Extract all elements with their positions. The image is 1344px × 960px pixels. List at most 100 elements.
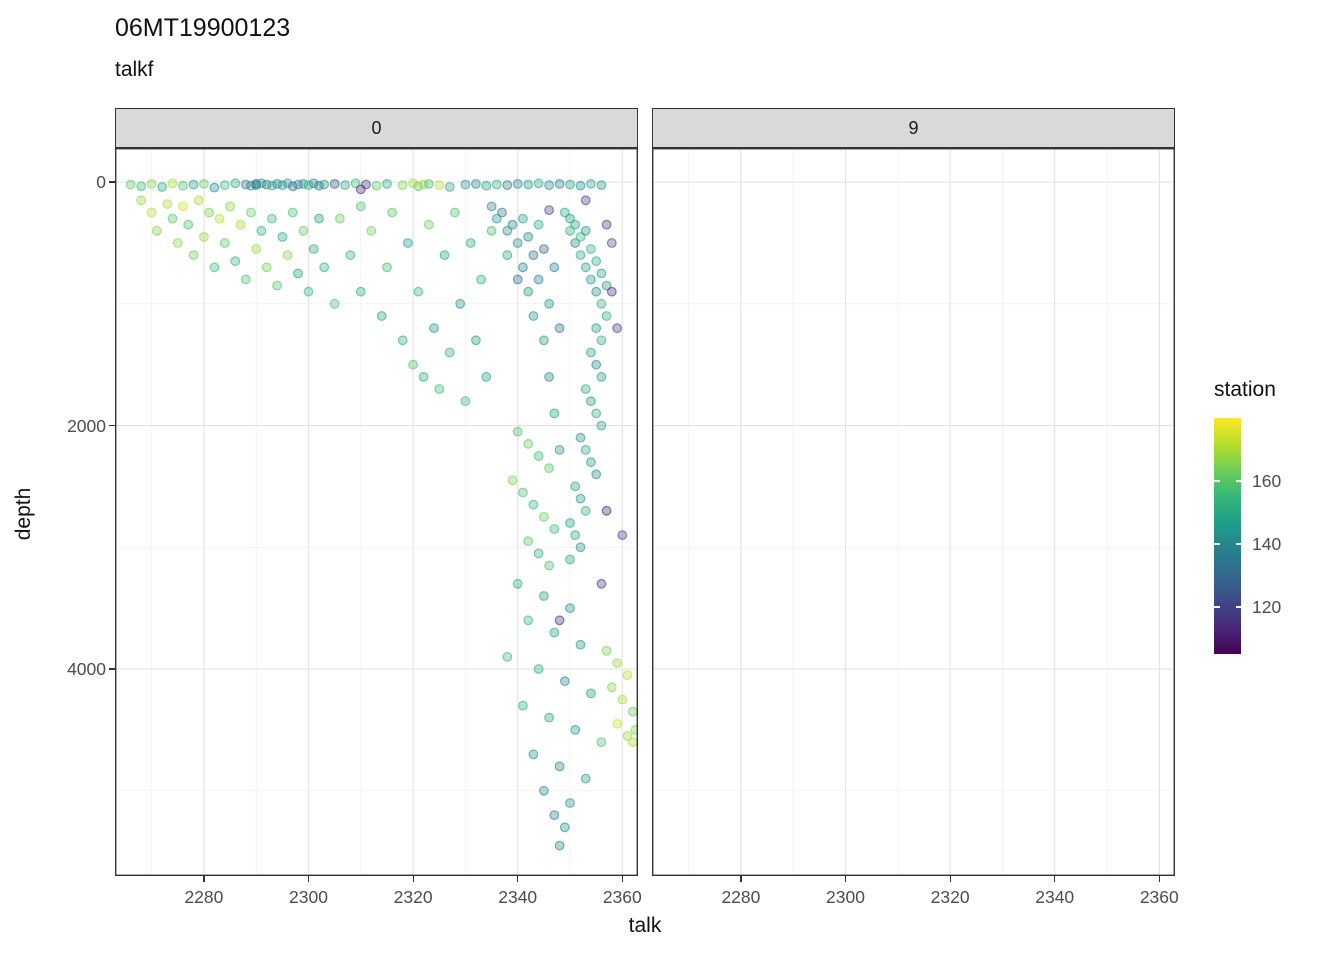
- data-point: [533, 219, 544, 230]
- data-point: [533, 548, 544, 559]
- data-point: [230, 178, 241, 189]
- data-point: [549, 627, 560, 638]
- data-point: [586, 347, 596, 358]
- legend-tick-mark: [1214, 480, 1220, 482]
- data-point: [371, 180, 382, 191]
- data-point: [533, 178, 544, 189]
- data-point: [575, 639, 586, 650]
- data-point: [596, 268, 607, 279]
- data-point: [136, 195, 147, 206]
- data-point: [523, 438, 534, 449]
- y-tick-label: 0: [96, 172, 106, 193]
- data-point: [596, 371, 607, 382]
- data-point: [408, 178, 419, 189]
- y-tick-mark: [109, 668, 115, 670]
- data-point: [586, 688, 596, 699]
- data-point: [355, 286, 366, 297]
- panel-9: [651, 147, 1175, 876]
- data-point: [287, 207, 298, 218]
- panel-canvas: [651, 147, 1175, 876]
- data-point: [251, 244, 262, 254]
- data-point: [429, 323, 439, 334]
- x-tick-label: 2340: [498, 887, 538, 907]
- data-point: [444, 347, 455, 358]
- data-point: [277, 231, 288, 242]
- data-point: [539, 785, 549, 796]
- x-axis-title: talk: [628, 914, 662, 937]
- data-point: [539, 512, 549, 522]
- data-point: [507, 219, 518, 230]
- data-point: [544, 371, 555, 382]
- data-point: [277, 180, 288, 190]
- data-point: [617, 694, 628, 705]
- data-point: [591, 323, 602, 334]
- data-point: [523, 231, 534, 242]
- data-point: [178, 180, 188, 191]
- data-point: [282, 178, 293, 189]
- data-point: [434, 180, 445, 190]
- data-point: [580, 445, 591, 455]
- data-point: [523, 536, 534, 547]
- data-point: [481, 180, 492, 191]
- data-point: [397, 180, 408, 190]
- data-point: [533, 274, 544, 285]
- data-point: [549, 810, 560, 820]
- data-point: [601, 505, 612, 516]
- panel-0: [114, 147, 641, 876]
- data-point: [544, 463, 555, 474]
- legend-tick-label: 140: [1252, 533, 1282, 554]
- data-point: [481, 371, 492, 382]
- facet-strip-label: 9: [908, 117, 919, 138]
- data-point: [246, 207, 256, 218]
- data-point: [198, 179, 209, 189]
- data-point: [591, 408, 602, 419]
- data-point: [575, 250, 586, 260]
- x-tick-label: 2320: [930, 887, 970, 907]
- data-point: [418, 371, 429, 382]
- data-point: [544, 180, 555, 190]
- data-point: [601, 645, 612, 656]
- data-point: [287, 181, 298, 192]
- data-point: [497, 207, 507, 218]
- data-point: [219, 180, 230, 190]
- data-point: [125, 179, 136, 190]
- data-point: [340, 180, 351, 190]
- data-point: [450, 207, 460, 218]
- data-point: [471, 335, 481, 346]
- x-tick-label: 2300: [826, 887, 865, 907]
- data-point: [329, 298, 340, 309]
- data-point: [586, 457, 596, 468]
- x-tick-label: 2320: [393, 887, 433, 907]
- data-point: [533, 451, 544, 461]
- data-point: [460, 396, 471, 407]
- data-point: [606, 682, 617, 693]
- data-point: [136, 181, 147, 192]
- legend-tick-mark: [1214, 605, 1220, 608]
- data-point: [627, 737, 638, 747]
- plot-subtitle: talkf: [115, 58, 154, 81]
- data-point: [465, 238, 476, 248]
- data-point: [350, 178, 361, 189]
- data-point: [601, 311, 612, 321]
- x-tick-mark: [203, 876, 205, 882]
- data-point: [596, 335, 607, 346]
- data-point: [528, 311, 539, 321]
- data-point: [376, 311, 387, 321]
- data-point: [308, 244, 319, 254]
- data-point: [596, 737, 607, 747]
- data-point: [559, 676, 570, 687]
- data-point: [413, 181, 424, 192]
- data-point: [455, 298, 466, 309]
- data-point: [612, 718, 623, 729]
- data-point: [162, 199, 173, 209]
- data-point: [554, 445, 565, 455]
- data-point: [308, 178, 319, 189]
- data-point: [565, 603, 575, 614]
- x-tick-mark: [740, 876, 742, 882]
- data-point: [491, 213, 502, 224]
- data-point: [209, 182, 220, 193]
- data-point: [423, 179, 434, 189]
- data-point: [266, 213, 277, 224]
- data-point: [282, 250, 293, 260]
- data-point: [591, 256, 602, 267]
